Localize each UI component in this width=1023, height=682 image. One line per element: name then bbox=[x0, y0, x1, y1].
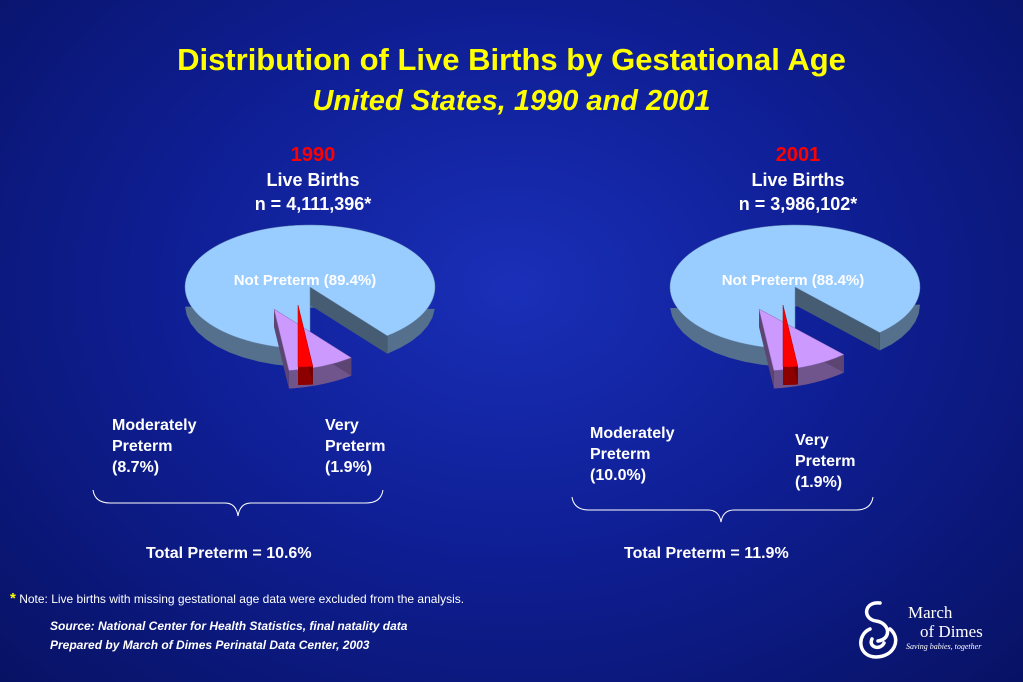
footnote-star: * bbox=[10, 590, 16, 607]
logo-tagline: Saving babies, together bbox=[906, 642, 982, 651]
pie-1990-moderate-line3: (8.7%) bbox=[112, 459, 160, 476]
pie-1990-header-line2: n = 4,111,396* bbox=[254, 194, 372, 214]
prepared-text: Prepared by March of Dimes Perinatal Dat… bbox=[50, 638, 370, 652]
pie-2001-total: Total Preterm = 11.9% bbox=[624, 545, 789, 562]
pie-2001-header: 2001 Live Births n = 3,986,102* bbox=[698, 142, 898, 216]
pie-1990-very-line1: Very bbox=[325, 417, 359, 434]
pie-2001-slice-very-preterm bbox=[782, 304, 799, 385]
march-of-dimes-logo-icon bbox=[859, 601, 898, 659]
pie-1990-not-preterm-label: Not Preterm (89.4%) bbox=[233, 272, 377, 289]
pie-2001-slice-not-preterm bbox=[669, 224, 921, 367]
pie-2001-very-label: Very Preterm (1.9%) bbox=[795, 430, 855, 493]
pie-1990-slice-not-preterm bbox=[184, 224, 436, 367]
pie-1990-moderate-line1: Moderately bbox=[112, 417, 197, 434]
logo-line2: of Dimes bbox=[920, 622, 983, 641]
footnote-text: Note: Live births with missing gestation… bbox=[19, 592, 465, 606]
pie-2001-moderate-line1: Moderately bbox=[590, 425, 675, 442]
pie-2001-very-line1: Very bbox=[795, 432, 829, 449]
pie-2001-moderate-line3: (10.0%) bbox=[590, 467, 647, 484]
pie-1990-header: 1990 Live Births n = 4,111,396* bbox=[213, 142, 413, 216]
pie-2001-very-line3: (1.9%) bbox=[795, 474, 843, 491]
pie-1990-slice-moderately-preterm bbox=[273, 308, 352, 389]
pie-2001-moderate-line2: Preterm bbox=[590, 446, 651, 463]
pie-2001-slice-moderately-preterm bbox=[758, 308, 845, 389]
footnote: * Note: Live births with missing gestati… bbox=[10, 590, 464, 607]
pie-1990-header-line1: Live Births bbox=[266, 170, 360, 190]
pie-1990-moderate-label: Moderately Preterm (8.7%) bbox=[112, 415, 196, 478]
logo-line1: March bbox=[908, 603, 953, 622]
pie-2001-header-line2: n = 3,986,102* bbox=[738, 194, 858, 214]
pie-1990-slice-very-preterm bbox=[297, 304, 314, 385]
chart-subtitle: United States, 1990 and 2001 bbox=[312, 85, 711, 117]
source-text: Source: National Center for Health Stati… bbox=[50, 619, 408, 633]
pie-1990-total: Total Preterm = 10.6% bbox=[146, 545, 312, 562]
pie-1990-very-line2: Preterm bbox=[325, 438, 386, 455]
pie-1990-year: 1990 bbox=[290, 144, 336, 166]
pie-1990-very-label: Very Preterm (1.9%) bbox=[325, 415, 385, 478]
pie-2001-year: 2001 bbox=[775, 144, 821, 166]
pie-2001-very-line2: Preterm bbox=[795, 453, 856, 470]
pie-1990-very-line3: (1.9%) bbox=[325, 459, 373, 476]
pie-2001-moderate-label: Moderately Preterm (10.0%) bbox=[590, 423, 674, 486]
pie-1990-moderate-line2: Preterm bbox=[112, 438, 173, 455]
pie-2001-header-line1: Live Births bbox=[751, 170, 845, 190]
chart-title: Distribution of Live Births by Gestation… bbox=[177, 42, 846, 77]
pie-2001-not-preterm-label: Not Preterm (88.4%) bbox=[721, 272, 865, 289]
